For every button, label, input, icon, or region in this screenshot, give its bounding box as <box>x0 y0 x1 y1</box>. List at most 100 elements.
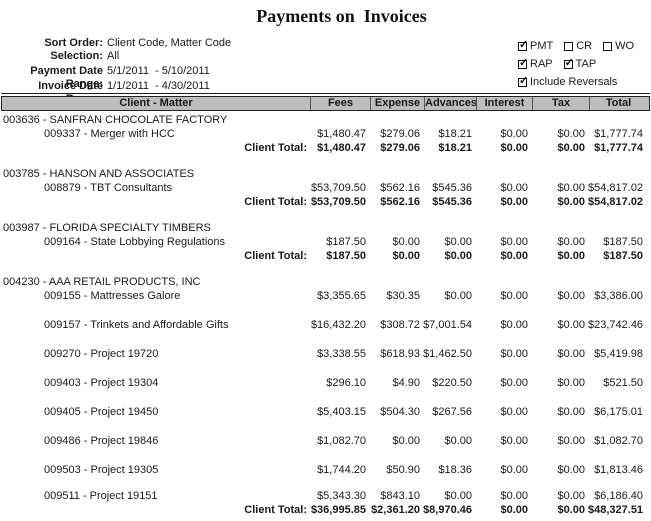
interest-value: $0.00 <box>500 377 528 389</box>
option-label: PMT <box>530 40 554 52</box>
column-header-client-matter: Client - Matter <box>119 97 193 109</box>
interest-value: $0.00 <box>500 196 528 208</box>
checkbox-rap[interactable] <box>518 58 528 69</box>
advances-value: $8,970.46 <box>423 504 472 516</box>
option-label: TAP <box>575 58 597 70</box>
checkbox-wo[interactable] <box>603 41 613 51</box>
advances-value: $0.00 <box>444 290 472 302</box>
expense-value: $504.30 <box>380 406 420 418</box>
tax-value: $0.00 <box>557 142 585 154</box>
option-wo: WO <box>603 40 634 52</box>
spacer-row <box>1 390 650 405</box>
client-total-label: Client Total: <box>244 142 307 154</box>
spacer-row <box>1 448 650 463</box>
matter-label: 009270 - Project 19720 <box>44 348 159 360</box>
matter-row: 009403 - Project 19304 $296.10 $4.90 $220.5… <box>1 376 650 390</box>
fees-value: $187.50 <box>326 236 366 248</box>
tax-value: $0.00 <box>557 182 585 194</box>
matter-row: 009164 - State Lobbying Regulations $187.… <box>1 235 650 249</box>
fees-value: $1,480.47 <box>317 142 366 154</box>
matter-label: 009511 - Project 19151 <box>44 490 158 502</box>
checkbox-pmt[interactable] <box>518 40 528 51</box>
tax-value: $0.00 <box>557 290 585 302</box>
total-value: $6,175.01 <box>594 406 643 418</box>
expense-value: $0.00 <box>392 435 420 447</box>
tax-value: $0.00 <box>557 490 585 502</box>
report-title: Payments on Invoices <box>256 6 427 26</box>
client-total-label: Client Total: <box>244 250 307 262</box>
column-header-expense: Expense <box>370 97 424 110</box>
matter-label: 009157 - Trinkets and Affordable Gifts <box>44 319 229 331</box>
matter-label: 009405 - Project 19450 <box>44 406 159 418</box>
expense-value: $562.16 <box>380 182 420 194</box>
matter-label: 008879 - TBT Consultants <box>44 182 173 194</box>
sort-order-value: Client Code, Matter Code <box>107 37 232 49</box>
fees-value: $5,403.15 <box>317 406 366 418</box>
matter-row: 009155 - Mattresses Galore $3,355.65 $30.3… <box>1 289 650 303</box>
interest-value: $0.00 <box>500 290 528 302</box>
interest-value: $0.00 <box>500 435 528 447</box>
total-value: $1,813.46 <box>594 464 643 476</box>
advances-value: $220.50 <box>432 377 472 389</box>
column-header-fees: Fees <box>310 97 370 110</box>
client-total-row: Client Total: $53,709.50 $562.16 $545.36 $0.… <box>1 195 650 209</box>
interest-value: $0.00 <box>500 142 528 154</box>
matter-row: 009337 - Merger with HCC $1,480.47 $279.06… <box>1 127 650 141</box>
total-value: $5,419.98 <box>594 348 643 360</box>
advances-value: $1,462.50 <box>423 348 472 360</box>
sort-order-row: Sort Order: Client Code, Matter Code <box>0 37 231 50</box>
checkbox-tap[interactable] <box>563 58 574 69</box>
client-total-row: Client Total: $36,995.85 $2,361.20 $8,970.4… <box>1 503 650 517</box>
matter-label: 009337 - Merger with HCC <box>44 128 175 140</box>
option-row: RAP TAP <box>518 58 645 70</box>
fees-value: $36,995.85 <box>310 504 366 516</box>
tax-value: $0.00 <box>557 128 585 140</box>
fees-value: $3,338.55 <box>317 348 366 360</box>
tax-value: $0.00 <box>557 377 585 389</box>
client-total-row: Client Total: $187.50 $0.00 $0.00 $0.00 $0.00… <box>1 249 650 263</box>
client-group-row: 003636 - SANFRAN CHOCOLATE FACTORY <box>1 113 650 127</box>
client-total-label: Client Total: <box>244 196 307 208</box>
interest-value: $0.00 <box>500 128 528 140</box>
report-table: Client - Matter Fees Expense Advances Intere… <box>1 93 650 517</box>
total-value: $23,742.46 <box>588 319 644 331</box>
tax-value: $0.00 <box>557 406 585 418</box>
total-value: $6,186.40 <box>594 490 643 502</box>
matter-label: 009503 - Project 19305 <box>44 464 159 476</box>
fees-value: $16,432.20 <box>310 319 366 331</box>
interest-value: $0.00 <box>500 250 528 262</box>
fees-value: $3,355.65 <box>317 290 366 302</box>
column-header-advances: Advances <box>424 97 476 110</box>
total-value: $1,777.74 <box>594 142 643 154</box>
selection-row: Selection: All <box>0 50 231 63</box>
checkbox-cr[interactable] <box>564 41 574 51</box>
option-label: CR <box>576 40 593 52</box>
interest-value: $0.00 <box>500 504 528 516</box>
tax-value: $0.00 <box>557 435 585 447</box>
payment-date-range-value: 5/1/2011 - 5/10/2011 <box>107 65 210 78</box>
invoice-start-date: 1/1/2011 <box>107 80 150 92</box>
interest-value: $0.00 <box>500 236 528 248</box>
option-rap: RAP <box>518 58 553 70</box>
tax-value: $0.00 <box>557 464 585 476</box>
advances-value: $545.36 <box>432 182 472 194</box>
option-row: Include Reversals <box>518 76 645 88</box>
table-body: 003636 - SANFRAN CHOCOLATE FACTORY 009337… <box>1 113 650 517</box>
column-header-total: Total <box>589 97 647 110</box>
matter-row: 008879 - TBT Consultants $53,709.50 $562.1… <box>1 181 650 195</box>
total-value: $54,817.02 <box>588 196 644 208</box>
spacer-row <box>1 332 650 347</box>
expense-value: $30.35 <box>386 290 420 302</box>
spacer-row <box>1 361 650 376</box>
checkbox-include-reversals[interactable] <box>518 76 528 87</box>
total-value: $521.50 <box>603 377 643 389</box>
expense-value: $843.10 <box>380 490 420 502</box>
matter-label: 009486 - Project 19846 <box>44 435 159 447</box>
matter-row: 009503 - Project 19305 $1,744.20 $50.90 $18… <box>1 463 650 477</box>
sort-order-label: Sort Order: <box>44 37 103 49</box>
interest-value: $0.00 <box>500 406 528 418</box>
spacer-row <box>1 209 650 221</box>
interest-value: $0.00 <box>500 182 528 194</box>
advances-value: $0.00 <box>444 250 472 262</box>
fees-value: $187.50 <box>326 250 366 262</box>
